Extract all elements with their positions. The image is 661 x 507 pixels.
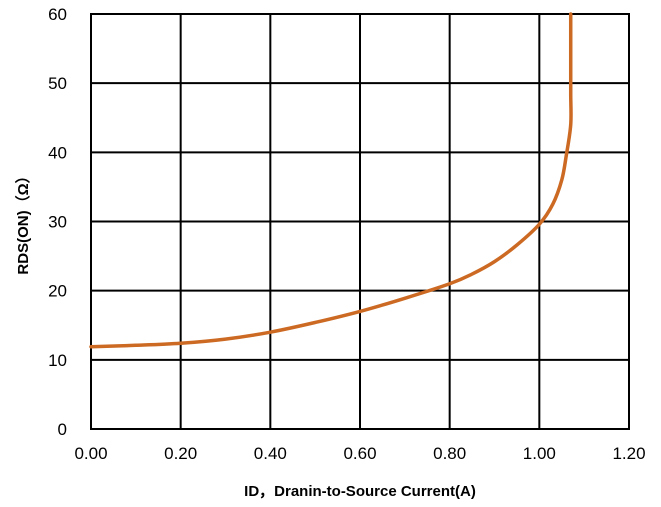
y-axis-label: RDS(ON)（Ω） — [14, 168, 32, 274]
series-line-rds-on — [89, 12, 573, 349]
y-tick-label: 60 — [48, 5, 67, 24]
x-tick-label: 1.00 — [523, 444, 556, 463]
y-tick-label: 50 — [48, 74, 67, 93]
x-tick-labels: 0.00 0.20 0.40 0.60 0.80 1.00 1.20 — [74, 444, 645, 463]
y-tick-label: 20 — [48, 282, 67, 301]
y-tick-label: 10 — [48, 351, 67, 370]
x-tick-label: 0.00 — [74, 444, 107, 463]
y-tick-label: 40 — [48, 143, 67, 162]
grid — [90, 13, 630, 430]
y-tick-labels: 0 10 20 30 40 50 60 — [48, 5, 67, 439]
y-tick-label: 0 — [58, 420, 67, 439]
y-tick-label: 30 — [48, 213, 67, 232]
x-tick-label: 0.40 — [254, 444, 287, 463]
x-tick-label: 0.60 — [343, 444, 376, 463]
plot-frame — [90, 13, 630, 430]
x-tick-label: 0.80 — [433, 444, 466, 463]
x-tick-label: 0.20 — [164, 444, 197, 463]
x-tick-label: 1.20 — [612, 444, 645, 463]
x-axis-label: ID，Dranin-to-Source Current(A) — [244, 483, 476, 500]
